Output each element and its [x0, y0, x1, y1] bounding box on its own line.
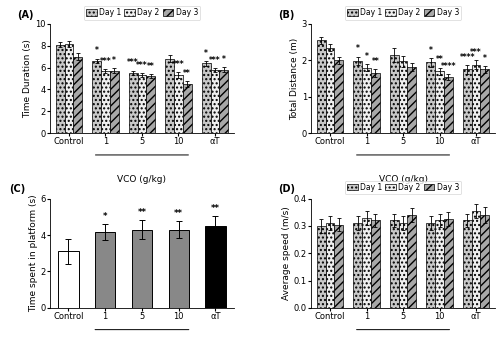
- Y-axis label: Time spent in platform (s): Time spent in platform (s): [28, 194, 38, 312]
- Text: ***: ***: [209, 56, 220, 65]
- Legend: Day 1, Day 2, Day 3: Day 1, Day 2, Day 3: [84, 6, 200, 19]
- Bar: [317, 40, 326, 133]
- Text: VCO (g/kg): VCO (g/kg): [118, 175, 166, 184]
- Text: (B): (B): [278, 10, 294, 19]
- Bar: [92, 61, 101, 133]
- Bar: [74, 57, 82, 133]
- Bar: [202, 63, 210, 133]
- Bar: [56, 45, 64, 133]
- Text: ***: ***: [100, 57, 112, 66]
- Bar: [326, 223, 334, 308]
- Text: **: **: [436, 55, 444, 64]
- Text: (C): (C): [10, 184, 26, 194]
- Bar: [334, 60, 343, 133]
- Bar: [463, 221, 471, 308]
- Bar: [390, 221, 398, 308]
- Bar: [317, 226, 326, 308]
- Bar: [354, 223, 362, 308]
- Text: *: *: [483, 53, 486, 63]
- Bar: [168, 229, 189, 308]
- Text: *: *: [364, 52, 368, 61]
- Text: *: *: [103, 212, 108, 221]
- Bar: [408, 67, 416, 133]
- Bar: [354, 61, 362, 133]
- Text: *: *: [222, 55, 226, 64]
- Bar: [398, 61, 407, 133]
- Bar: [110, 71, 118, 133]
- Bar: [444, 219, 452, 308]
- Text: *: *: [356, 44, 360, 53]
- Text: ***: ***: [128, 58, 139, 67]
- Text: ***: ***: [172, 60, 184, 69]
- Bar: [444, 77, 452, 133]
- Bar: [58, 251, 78, 308]
- Text: **: **: [138, 208, 146, 217]
- Text: (D): (D): [278, 184, 295, 194]
- Bar: [174, 75, 183, 133]
- Legend: Day 1, Day 2, Day 3: Day 1, Day 2, Day 3: [345, 6, 462, 19]
- Bar: [435, 71, 444, 133]
- Bar: [334, 225, 343, 308]
- Bar: [166, 59, 174, 133]
- Text: ****: ****: [460, 53, 475, 62]
- Bar: [326, 48, 334, 133]
- Bar: [398, 223, 407, 308]
- Text: ***: ***: [136, 61, 148, 70]
- Bar: [210, 70, 220, 133]
- Legend: Day 1, Day 2, Day 3: Day 1, Day 2, Day 3: [345, 181, 462, 194]
- Bar: [138, 75, 146, 133]
- Bar: [472, 211, 480, 308]
- Text: **: **: [147, 62, 154, 71]
- Bar: [146, 76, 155, 133]
- Bar: [64, 44, 74, 133]
- Bar: [390, 55, 398, 133]
- Bar: [95, 232, 116, 308]
- Bar: [480, 215, 489, 308]
- Text: **: **: [372, 57, 379, 66]
- Text: **: **: [211, 203, 220, 213]
- Bar: [206, 226, 226, 308]
- Bar: [480, 69, 489, 133]
- Bar: [426, 62, 435, 133]
- Bar: [132, 229, 152, 308]
- Text: *: *: [112, 56, 116, 65]
- Bar: [408, 215, 416, 308]
- Text: ***: ***: [470, 48, 482, 57]
- Y-axis label: Average speed (m/s): Average speed (m/s): [282, 206, 291, 300]
- Bar: [472, 65, 480, 133]
- Text: *: *: [95, 47, 98, 55]
- Bar: [101, 71, 110, 133]
- Text: VCO (g/kg): VCO (g/kg): [378, 175, 428, 184]
- Bar: [371, 73, 380, 133]
- Bar: [435, 221, 444, 308]
- Bar: [220, 70, 228, 133]
- Text: *: *: [204, 49, 208, 57]
- Text: (A): (A): [17, 10, 34, 19]
- Bar: [463, 69, 471, 133]
- Bar: [362, 218, 371, 308]
- Text: ****: ****: [440, 62, 456, 70]
- Y-axis label: Total Distance (m): Total Distance (m): [290, 37, 299, 120]
- Bar: [362, 68, 371, 133]
- Text: **: **: [174, 209, 183, 218]
- Text: *: *: [429, 45, 432, 54]
- Bar: [426, 223, 435, 308]
- Bar: [129, 73, 138, 133]
- Bar: [371, 221, 380, 308]
- Bar: [183, 84, 192, 133]
- Y-axis label: Time Duration (s): Time Duration (s): [24, 39, 32, 118]
- Text: **: **: [184, 69, 191, 78]
